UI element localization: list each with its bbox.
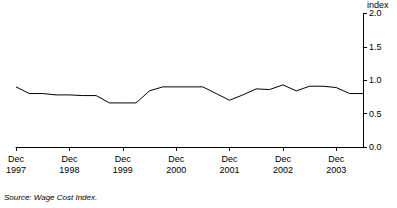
svg-text:2000: 2000 bbox=[166, 165, 186, 175]
svg-text:1997: 1997 bbox=[6, 165, 26, 175]
svg-text:2003: 2003 bbox=[326, 165, 346, 175]
svg-text:Dec: Dec bbox=[168, 154, 185, 164]
svg-text:2.0: 2.0 bbox=[369, 8, 382, 18]
svg-text:2001: 2001 bbox=[220, 165, 240, 175]
svg-text:Dec: Dec bbox=[222, 154, 239, 164]
svg-text:Dec: Dec bbox=[115, 154, 132, 164]
svg-text:0.0: 0.0 bbox=[369, 142, 382, 152]
svg-text:2002: 2002 bbox=[273, 165, 293, 175]
svg-text:1.5: 1.5 bbox=[369, 42, 382, 52]
svg-text:Source: Wage Cost Index.: Source: Wage Cost Index. bbox=[4, 193, 97, 202]
svg-text:Dec: Dec bbox=[8, 154, 25, 164]
svg-text:1.0: 1.0 bbox=[369, 75, 382, 85]
svg-text:Dec: Dec bbox=[328, 154, 345, 164]
svg-text:Dec: Dec bbox=[61, 154, 78, 164]
svg-text:1999: 1999 bbox=[113, 165, 133, 175]
svg-text:Dec: Dec bbox=[275, 154, 292, 164]
svg-text:0.5: 0.5 bbox=[369, 109, 382, 119]
svg-text:1998: 1998 bbox=[59, 165, 79, 175]
